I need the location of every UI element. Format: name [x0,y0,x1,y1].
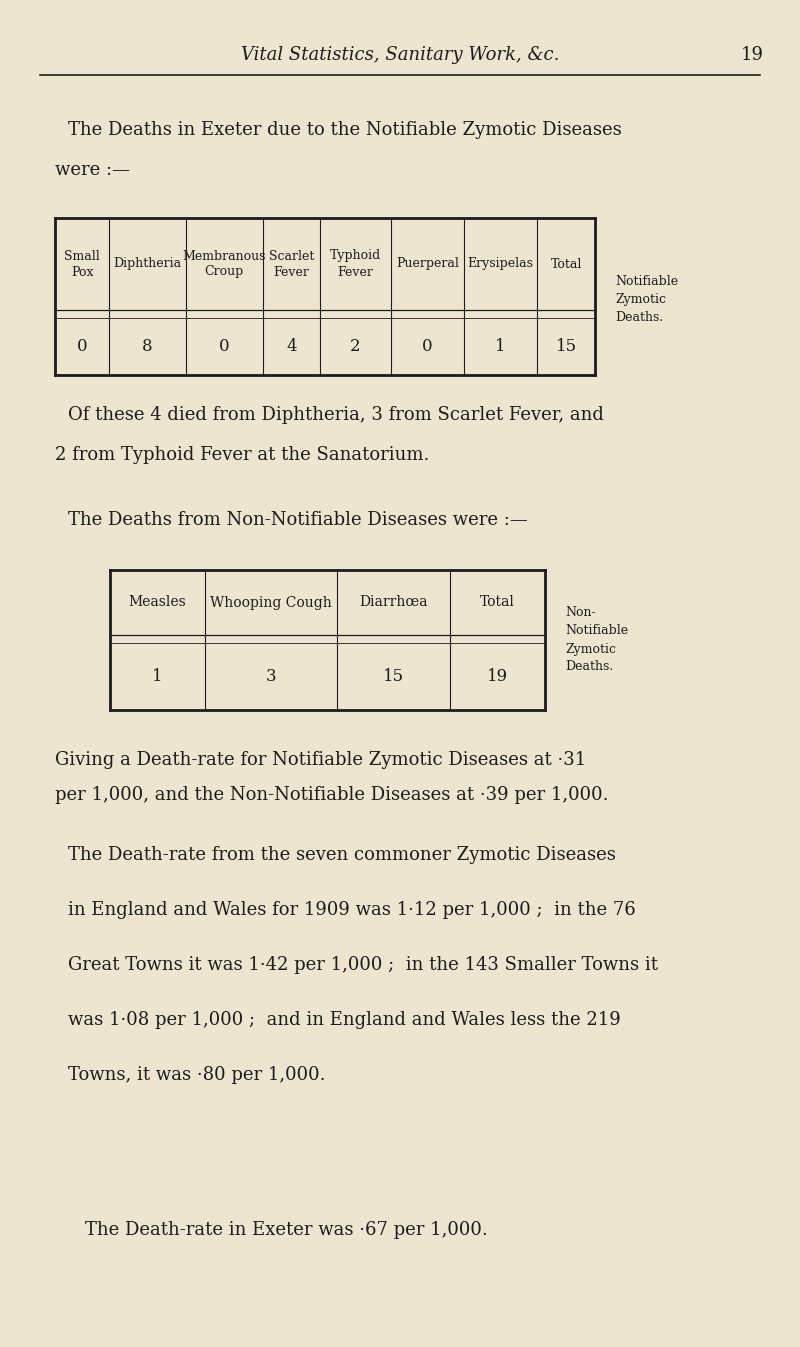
Text: was 1·08 per 1,000 ;  and in England and Wales less the 219: was 1·08 per 1,000 ; and in England and … [68,1012,621,1029]
Text: Typhoid
Fever: Typhoid Fever [330,249,381,279]
Text: The Death-rate from the seven commoner Zymotic Diseases: The Death-rate from the seven commoner Z… [68,846,616,863]
Text: The Deaths from Non-Notifiable Diseases were :—: The Deaths from Non-Notifiable Diseases … [68,511,528,529]
Text: Zymotic: Zymotic [615,294,666,306]
Text: 4: 4 [286,338,297,356]
Text: 15: 15 [556,338,577,356]
Text: Towns, it was ·80 per 1,000.: Towns, it was ·80 per 1,000. [68,1065,326,1084]
Text: 8: 8 [142,338,153,356]
Text: were :—: were :— [55,162,130,179]
Text: Diphtheria: Diphtheria [114,257,182,271]
Text: The Death-rate in Exeter was ·67 per 1,000.: The Death-rate in Exeter was ·67 per 1,0… [85,1220,488,1239]
Text: 1: 1 [152,668,162,686]
Text: The Deaths in Exeter due to the Notifiable Zymotic Diseases: The Deaths in Exeter due to the Notifiab… [68,121,622,139]
Text: in England and Wales for 1909 was 1·12 per 1,000 ;  in the 76: in England and Wales for 1909 was 1·12 p… [68,901,636,919]
Text: Vital Statistics, Sanitary Work, &c.: Vital Statistics, Sanitary Work, &c. [241,46,559,65]
Text: Scarlet
Fever: Scarlet Fever [269,249,314,279]
Text: Erysipelas: Erysipelas [468,257,534,271]
Text: Deaths.: Deaths. [615,311,663,325]
Text: Total: Total [480,595,515,609]
Text: 0: 0 [219,338,230,356]
Text: Small
Pox: Small Pox [64,249,100,279]
Text: 2: 2 [350,338,361,356]
Text: Giving a Death-rate for Notifiable Zymotic Diseases at ·31: Giving a Death-rate for Notifiable Zymot… [55,752,586,769]
Text: Measles: Measles [129,595,186,609]
Text: Non-: Non- [565,606,596,620]
Text: 1: 1 [495,338,506,356]
Text: 2 from Typhoid Fever at the Sanatorium.: 2 from Typhoid Fever at the Sanatorium. [55,446,430,463]
Text: 19: 19 [741,46,763,65]
Text: Diarrhœa: Diarrhœa [359,595,428,609]
Text: per 1,000, and the Non-Notifiable Diseases at ·39 per 1,000.: per 1,000, and the Non-Notifiable Diseas… [55,787,609,804]
Text: Notifiable: Notifiable [615,275,678,288]
Text: 0: 0 [77,338,87,356]
Text: Puerperal: Puerperal [396,257,458,271]
Text: Whooping Cough: Whooping Cough [210,595,332,609]
Text: Great Towns it was 1·42 per 1,000 ;  in the 143 Smaller Towns it: Great Towns it was 1·42 per 1,000 ; in t… [68,956,658,974]
Text: 0: 0 [422,338,433,356]
Text: 3: 3 [266,668,276,686]
Text: 19: 19 [487,668,508,686]
Text: Deaths.: Deaths. [565,660,614,674]
Text: 15: 15 [383,668,404,686]
Text: Membranous
Croup: Membranous Croup [182,249,266,279]
Text: Zymotic: Zymotic [565,643,616,656]
Text: Notifiable: Notifiable [565,625,628,637]
Text: Of these 4 died from Diphtheria, 3 from Scarlet Fever, and: Of these 4 died from Diphtheria, 3 from … [68,405,604,424]
Text: Total: Total [550,257,582,271]
